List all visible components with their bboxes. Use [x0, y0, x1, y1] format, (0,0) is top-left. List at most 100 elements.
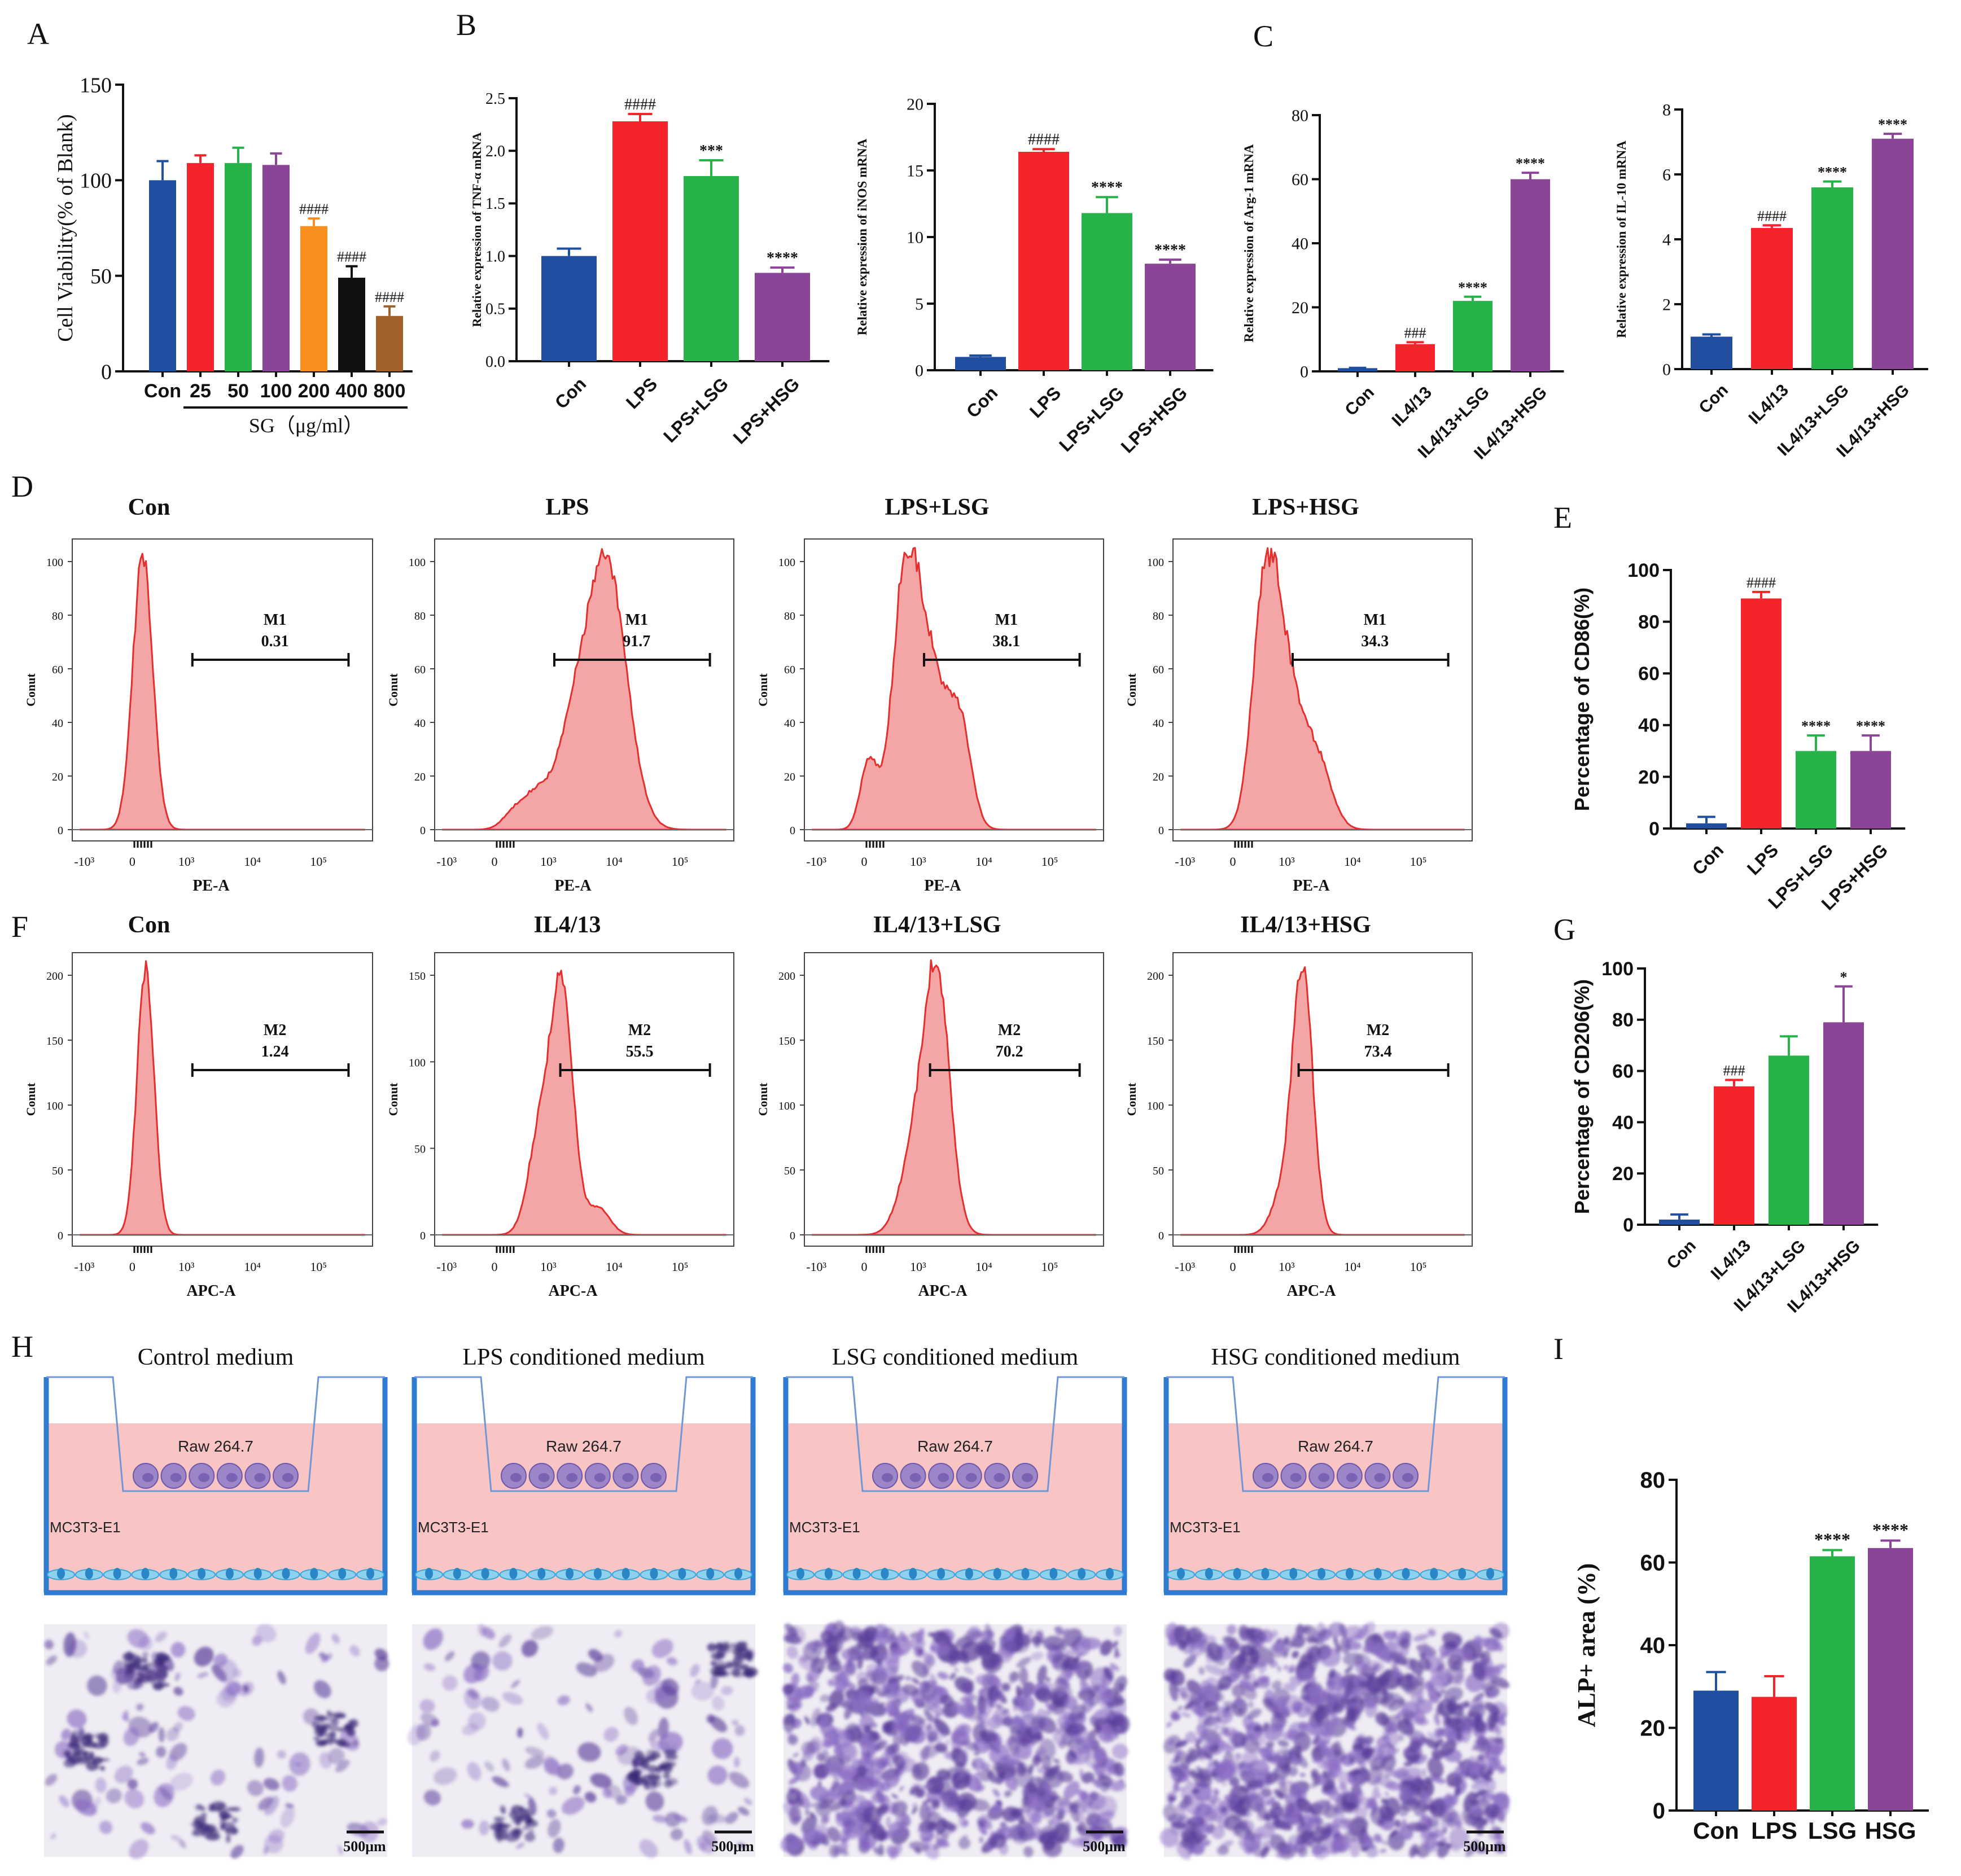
flow-y-tick-label: 50	[1153, 1165, 1164, 1177]
stain-blob	[1207, 1635, 1216, 1643]
flow-x-tick-label: -10³	[806, 854, 826, 869]
stain-blob	[1078, 1737, 1085, 1743]
stain-blob	[1343, 1802, 1358, 1809]
raw-cell-nucleus	[1346, 1473, 1358, 1482]
stain-blob	[1293, 1786, 1307, 1801]
stain-blob	[1484, 1637, 1500, 1652]
stain-blob	[1190, 1816, 1202, 1824]
raw-cell-nucleus	[938, 1473, 949, 1482]
stain-blob	[1063, 1696, 1078, 1711]
flow-x-tick-label: 10⁵	[1041, 854, 1058, 869]
stain-blob	[793, 1752, 799, 1757]
flow-y-tick-label: 100	[46, 556, 63, 569]
stain-blob	[1292, 1700, 1303, 1713]
chart-b-tnf-alpha: 0.0 0.5 1.0 1.5 2.0 2.5 Relative expression of…	[470, 90, 830, 448]
stain-cluster-blob	[732, 1648, 741, 1655]
stain-blob	[658, 1732, 683, 1754]
stain-blob	[338, 1845, 343, 1855]
stain-blob	[1282, 1764, 1290, 1773]
stain-cluster-blob	[710, 1661, 715, 1666]
flow-x-tick-label: 10³	[910, 854, 926, 869]
mc3t3-cell-nucleus	[909, 1568, 917, 1579]
stain-cluster-blob	[647, 1765, 658, 1773]
stain-blob	[444, 1651, 455, 1662]
stain-blob	[243, 1685, 249, 1693]
stain-blob	[1092, 1708, 1110, 1722]
stain-blob	[1408, 1778, 1425, 1793]
significance-mark: ****	[767, 249, 798, 267]
stain-blob	[924, 1725, 939, 1738]
scale-bar-label: 500μm	[343, 1838, 386, 1855]
gate-name: M2	[264, 1022, 286, 1039]
stain-cluster-blob	[334, 1714, 341, 1720]
stain-blob	[614, 1630, 623, 1638]
stain-blob	[1323, 1747, 1333, 1757]
stain-blob	[694, 1679, 701, 1685]
stain-blob	[870, 1685, 881, 1694]
stain-blob	[1310, 1779, 1321, 1789]
mc3t3-cell-nucleus	[1049, 1568, 1058, 1579]
stain-blob	[1052, 1731, 1068, 1745]
mc3t3-cell-nucleus	[57, 1568, 65, 1579]
flow-x-tick-label: -10³	[436, 1260, 457, 1274]
y-tick-label: 40	[1640, 1633, 1666, 1658]
stain-blob	[1032, 1755, 1041, 1767]
stain-blob	[979, 1649, 984, 1659]
stain-blob	[868, 1697, 880, 1707]
stain-blob	[1485, 1702, 1500, 1715]
flow-panel-title: LPS	[545, 494, 589, 520]
x-tick-label: 800	[374, 380, 406, 402]
stain-cluster-blob	[723, 1641, 729, 1645]
flow-y-tick-label: 40	[1153, 717, 1164, 730]
stain-blob	[1436, 1841, 1446, 1847]
stain-blob	[1048, 1704, 1055, 1711]
y-tick-label: 10	[907, 229, 923, 247]
stain-blob	[807, 1642, 813, 1651]
bar-800	[376, 315, 403, 371]
stain-blob	[166, 1754, 178, 1770]
stain-blob	[828, 1679, 835, 1687]
stain-blob	[1111, 1743, 1128, 1759]
gate-name: M2	[1367, 1022, 1389, 1039]
stain-blob	[1424, 1680, 1435, 1691]
stain-blob	[1247, 1708, 1262, 1719]
stain-blob	[1205, 1664, 1225, 1676]
stain-blob	[827, 1826, 841, 1843]
stain-cluster-blob	[528, 1818, 534, 1824]
stain-blob	[434, 1767, 457, 1785]
x-tick-label: LPS+HSG	[729, 374, 804, 448]
stain-blob	[481, 1697, 500, 1712]
stain-blob	[1232, 1684, 1245, 1698]
stain-blob	[992, 1761, 1001, 1772]
stain-blob	[673, 1814, 688, 1822]
group-label: SG（μg/ml）	[249, 414, 364, 437]
stain-blob	[909, 1636, 925, 1651]
y-tick-label: 60	[1640, 1551, 1666, 1576]
stain-blob	[1080, 1637, 1101, 1650]
stain-blob	[878, 1843, 885, 1854]
stain-blob	[178, 1839, 186, 1848]
stain-blob	[858, 1736, 869, 1748]
stain-blob	[349, 1645, 360, 1656]
stain-blob	[1403, 1761, 1413, 1767]
significance-mark: ***	[699, 142, 723, 160]
bar-il4-13	[1395, 344, 1435, 371]
x-tick-label: LPS	[1026, 383, 1065, 422]
flow-y-tick-label: 20	[52, 771, 63, 783]
flow-y-tick-label: 0	[420, 1230, 426, 1242]
stain-blob	[926, 1717, 933, 1722]
stain-blob	[61, 1728, 71, 1741]
stain-blob	[1042, 1838, 1062, 1857]
stain-cluster-blob	[629, 1770, 637, 1774]
stain-blob	[1229, 1777, 1240, 1787]
flow-y-tick-label: 20	[784, 771, 795, 783]
stain-blob	[1072, 1656, 1080, 1663]
bar-lps-hsg	[755, 273, 810, 361]
stain-blob	[1447, 1795, 1459, 1806]
stain-blob	[321, 1653, 332, 1663]
stain-blob	[890, 1647, 904, 1659]
stain-blob	[1429, 1693, 1435, 1704]
stain-blob	[1402, 1819, 1407, 1827]
stain-blob	[1336, 1792, 1343, 1796]
stain-blob	[840, 1825, 852, 1844]
